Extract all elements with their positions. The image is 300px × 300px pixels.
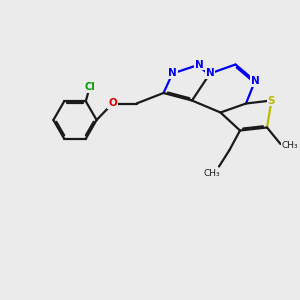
Text: CH₃: CH₃ (281, 141, 298, 150)
Text: N: N (168, 68, 177, 79)
Text: S: S (268, 95, 275, 106)
Text: CH₃: CH₃ (203, 169, 220, 178)
Text: Cl: Cl (84, 82, 95, 92)
Text: N: N (206, 68, 214, 79)
Text: O: O (108, 98, 117, 109)
Text: N: N (195, 59, 204, 70)
Text: N: N (250, 76, 260, 86)
